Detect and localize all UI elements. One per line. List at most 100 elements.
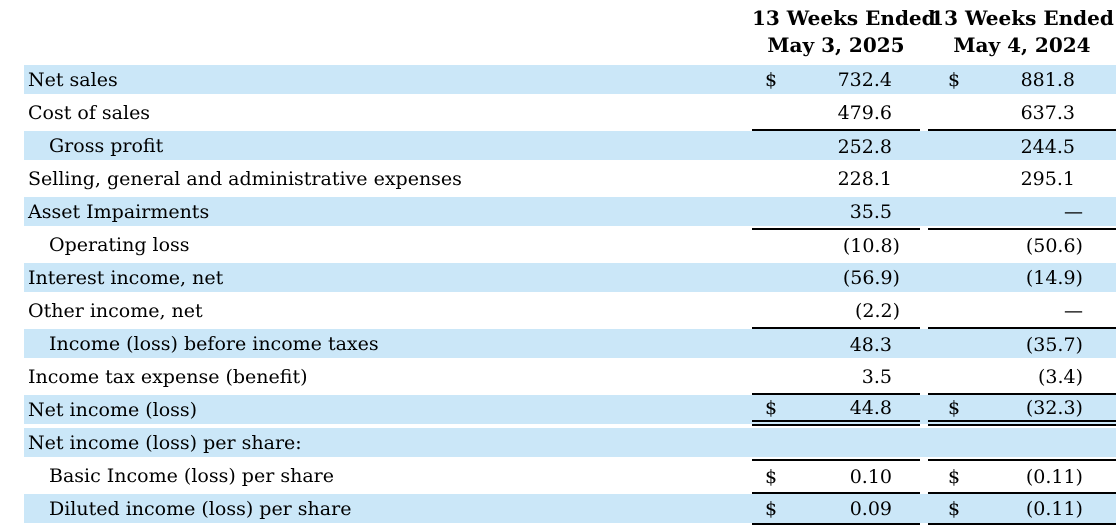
table-row: Selling, general and administrative expe… [0, 162, 1116, 195]
row-highlight-band [24, 197, 1116, 226]
value-cell-2025: (56.9) [752, 261, 920, 294]
value-cell-2025: $ 732.4 [752, 63, 920, 96]
cell-value: 244.5 [1020, 135, 1075, 158]
table-row: Interest income, net (56.9) (14.9) [0, 261, 1116, 294]
value-cell-2024: $ (32.3) [928, 393, 1116, 426]
row-highlight-band [24, 263, 1116, 292]
cell-value: 228.1 [837, 167, 892, 190]
cell-value: (35.7) [1025, 333, 1083, 356]
column-header-2024: 13 Weeks Ended May 4, 2024 [928, 5, 1116, 63]
table-row: Income (loss) before income taxes 48.3 (… [0, 327, 1116, 360]
column-header-2025: 13 Weeks Ended May 3, 2025 [752, 5, 936, 63]
row-label: Other income, net [28, 299, 203, 322]
row-label: Income (loss) before income taxes [49, 332, 379, 355]
value-cell-2025: (2.2) [752, 294, 920, 327]
cell-value: (2.2) [854, 299, 900, 322]
value-cell-2024 [928, 426, 1116, 459]
cell-value: (0.11) [1025, 497, 1083, 520]
table-body: Net sales $ 732.4 $ 881.8 Cost of sales … [0, 63, 1116, 525]
value-cell-2024: (3.4) [928, 360, 1116, 393]
value-cell-2025: (10.8) [752, 228, 920, 261]
cell-value: 637.3 [1020, 101, 1075, 124]
cell-value: 44.8 [849, 396, 892, 419]
cell-value: (56.9) [842, 266, 900, 289]
value-cell-2025 [752, 426, 920, 459]
table-header: 13 Weeks Ended May 3, 2025 13 Weeks Ende… [0, 0, 1116, 63]
dollar-sign: $ [765, 396, 778, 419]
cell-value: 0.09 [849, 497, 892, 520]
value-cell-2024: — [928, 195, 1116, 228]
cell-value: 479.6 [837, 101, 892, 124]
table-row: Gross profit 252.8 244.5 [0, 129, 1116, 162]
row-label: Cost of sales [28, 101, 151, 124]
column-header-period: 13 Weeks Ended [752, 6, 936, 30]
value-cell-2025: $ 0.10 [752, 459, 920, 492]
row-highlight-band [24, 65, 1116, 94]
cell-value: (14.9) [1025, 266, 1083, 289]
column-header-period: 13 Weeks Ended [930, 6, 1114, 30]
row-label: Net income (loss) [28, 398, 198, 421]
cell-value: (50.6) [1025, 234, 1083, 257]
row-label: Selling, general and administrative expe… [28, 167, 462, 190]
cell-value: — [1064, 200, 1083, 223]
row-highlight-band [24, 395, 1116, 424]
value-cell-2024: $ (0.11) [928, 492, 1116, 525]
cell-value: 732.4 [837, 68, 892, 91]
cell-value: 35.5 [849, 200, 892, 223]
cell-value: 252.8 [837, 135, 892, 158]
value-cell-2024: $ (0.11) [928, 459, 1116, 492]
table-row: Net income (loss) per share: [0, 426, 1116, 459]
dollar-sign: $ [765, 68, 778, 91]
table-row: Net income (loss) $ 44.8 $ (32.3) [0, 393, 1116, 426]
table-row: Cost of sales 479.6 637.3 [0, 96, 1116, 129]
cell-value: (32.3) [1025, 396, 1083, 419]
cell-value: (3.4) [1037, 365, 1083, 388]
value-cell-2025: 479.6 [752, 96, 920, 129]
table-row: Other income, net (2.2) — [0, 294, 1116, 327]
value-cell-2025: 228.1 [752, 162, 920, 195]
column-header-date: May 3, 2025 [767, 33, 905, 57]
dollar-sign: $ [948, 465, 961, 488]
value-cell-2025: $ 44.8 [752, 393, 920, 426]
table-row: Basic Income (loss) per share $ 0.10 $ (… [0, 459, 1116, 492]
header-spacer [0, 5, 752, 63]
row-label: Interest income, net [28, 266, 224, 289]
cell-value: 295.1 [1020, 167, 1075, 190]
row-label: Operating loss [49, 233, 190, 256]
cell-value: — [1064, 299, 1083, 322]
cell-value: 881.8 [1020, 68, 1075, 91]
row-highlight-band [24, 494, 1116, 523]
header-column-gap [920, 5, 928, 63]
table-row: Operating loss (10.8) (50.6) [0, 228, 1116, 261]
row-label: Basic Income (loss) per share [49, 464, 334, 487]
value-cell-2024: — [928, 294, 1116, 327]
dollar-sign: $ [765, 497, 778, 520]
value-cell-2025: 48.3 [752, 327, 920, 360]
table-row: Asset Impairments 35.5 — [0, 195, 1116, 228]
row-label: Net sales [28, 68, 118, 91]
row-highlight-band [24, 131, 1116, 160]
row-highlight-band [24, 428, 1116, 457]
value-cell-2025: 252.8 [752, 129, 920, 162]
table-row: Income tax expense (benefit) 3.5 (3.4) [0, 360, 1116, 393]
value-cell-2024: 244.5 [928, 129, 1116, 162]
value-cell-2024: 637.3 [928, 96, 1116, 129]
value-cell-2024: (35.7) [928, 327, 1116, 360]
dollar-sign: $ [948, 497, 961, 520]
value-cell-2024: 295.1 [928, 162, 1116, 195]
cell-value: 48.3 [849, 333, 892, 356]
dollar-sign: $ [948, 396, 961, 419]
value-cell-2025: 35.5 [752, 195, 920, 228]
cell-value: 3.5 [861, 365, 892, 388]
row-label: Net income (loss) per share: [28, 431, 302, 454]
value-cell-2025: 3.5 [752, 360, 920, 393]
cell-value: (10.8) [842, 234, 900, 257]
value-cell-2024: (50.6) [928, 228, 1116, 261]
column-header-date: May 4, 2024 [953, 33, 1091, 57]
value-cell-2024: (14.9) [928, 261, 1116, 294]
table-row: Net sales $ 732.4 $ 881.8 [0, 63, 1116, 96]
cell-value: 0.10 [849, 465, 892, 488]
row-label: Gross profit [49, 134, 164, 157]
value-cell-2024: $ 881.8 [928, 63, 1116, 96]
